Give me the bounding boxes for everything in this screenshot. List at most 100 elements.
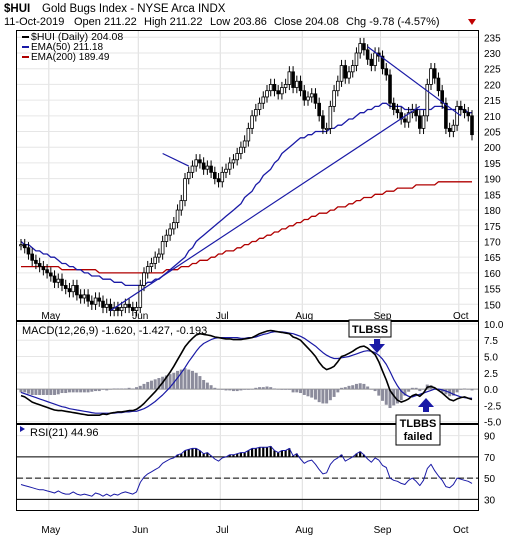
price-candle: [302, 90, 307, 101]
price-candle: [172, 222, 176, 230]
macd-histogram-bar: [79, 389, 83, 393]
macd-histogram-bar: [45, 389, 49, 395]
macd-histogram-bar: [116, 388, 120, 390]
macd-histogram-bar: [325, 389, 329, 404]
tlbbs-callout: [395, 414, 441, 446]
macd-histogram-bar: [224, 389, 228, 391]
price-candle: [227, 162, 232, 170]
price-candle: [432, 68, 437, 79]
low-value: Low 203.86: [210, 16, 267, 28]
y-tick-label: 50: [484, 474, 496, 485]
price-candle: [257, 102, 262, 110]
macd-histogram-bar: [302, 389, 306, 395]
macd-histogram-bar: [403, 389, 407, 396]
macd-histogram-bar: [183, 368, 187, 390]
macd-histogram-bar: [399, 389, 403, 401]
price-candle: [186, 171, 191, 180]
macd-histogram-bar: [127, 387, 131, 390]
y-tick-label: 175: [484, 222, 501, 233]
macd-label: MACD(12,26,9) -1.620, -1.427, -0.193: [22, 325, 207, 337]
price-candle: [164, 234, 169, 242]
month-label-top: Jul: [216, 311, 229, 322]
trendline: [162, 152, 189, 167]
macd-histogram-bar: [310, 389, 314, 398]
macd-histogram-bar: [71, 389, 75, 393]
macd-histogram-bar: [313, 389, 317, 400]
macd-histogram-bar: [392, 389, 396, 406]
price-candle: [75, 285, 79, 296]
price-candle: [265, 90, 269, 98]
price-panel-frame: [16, 30, 479, 321]
price-candle: [362, 43, 366, 51]
month-label-bottom: Jun: [132, 525, 148, 536]
macd-histogram-bar: [86, 389, 90, 393]
price-candle: [406, 112, 411, 123]
y-tick-label: 5.0: [484, 353, 498, 364]
macd-histogram-bar: [56, 389, 60, 395]
price-candle: [246, 127, 251, 142]
price-candle: [287, 71, 292, 85]
macd-histogram-bar: [123, 388, 127, 390]
month-label-top: May: [41, 311, 60, 322]
price-candle: [332, 90, 336, 107]
y-tick-label: -5.0: [484, 418, 502, 429]
price-candle: [309, 93, 314, 98]
price-candle: [455, 105, 459, 126]
open-value: Open 211.22: [74, 16, 137, 28]
price-candle: [168, 228, 172, 236]
price-candle: [86, 294, 90, 302]
price-candle: [365, 49, 370, 60]
y-tick-label: 7.5: [484, 336, 498, 347]
price-candle: [138, 285, 143, 308]
macd-histogram-bar: [172, 372, 176, 390]
macd-histogram-bar: [317, 389, 321, 403]
price-candle: [60, 278, 64, 286]
legend-price: $HUI (Daily) 204.08: [31, 31, 123, 43]
y-tick-label: 10.0: [484, 320, 504, 331]
macd-histogram-bar: [299, 389, 303, 394]
macd-histogram-bar: [146, 381, 150, 390]
price-candle: [276, 90, 280, 95]
price-candle: [26, 247, 31, 255]
macd-histogram-bar: [470, 389, 474, 391]
price-layer: [19, 37, 474, 317]
macd-histogram-bar: [101, 389, 105, 390]
y-tick-label: 90: [484, 432, 496, 443]
price-candle: [295, 80, 299, 88]
price-candle: [440, 90, 444, 104]
price-candle: [22, 244, 27, 249]
macd-histogram-bar: [220, 389, 224, 390]
price-candle: [127, 303, 131, 308]
macd-histogram-bar: [407, 389, 411, 392]
macd-histogram-bar: [97, 389, 101, 392]
price-candle: [63, 285, 68, 289]
price-candle: [67, 288, 72, 293]
price-candle: [388, 74, 392, 104]
price-candle: [34, 259, 38, 264]
price-candle: [19, 244, 23, 247]
axis-labels: May May Jun Jun Jul Jul Aug Aug Sep Sep Oct Oct 150 1…: [41, 33, 504, 536]
price-candle: [421, 115, 426, 129]
macd-histogram-bar: [295, 389, 299, 393]
y-tick-label: 200: [484, 143, 501, 154]
price-candle: [209, 165, 213, 173]
macd-histogram-bar: [384, 389, 388, 405]
macd-histogram-bar: [336, 389, 340, 393]
price-candle: [179, 200, 184, 211]
price-candle: [254, 109, 258, 117]
macd-histogram-bar: [418, 389, 422, 392]
price-candle: [205, 165, 210, 170]
tlbss-callout: [348, 319, 392, 338]
rsi-line: [20, 445, 473, 497]
price-candle: [280, 87, 284, 95]
macd-histogram-bar: [190, 370, 194, 390]
price-candle: [30, 253, 34, 261]
price-candle: [235, 153, 239, 161]
y-tick-label: -2.5: [484, 401, 502, 412]
y-tick-label: 165: [484, 253, 501, 264]
price-candle: [52, 275, 57, 283]
price-candle: [224, 168, 228, 173]
macd-histogram-bar: [30, 389, 34, 395]
price-candle: [116, 307, 120, 311]
macd-histogram-bar: [343, 387, 347, 390]
